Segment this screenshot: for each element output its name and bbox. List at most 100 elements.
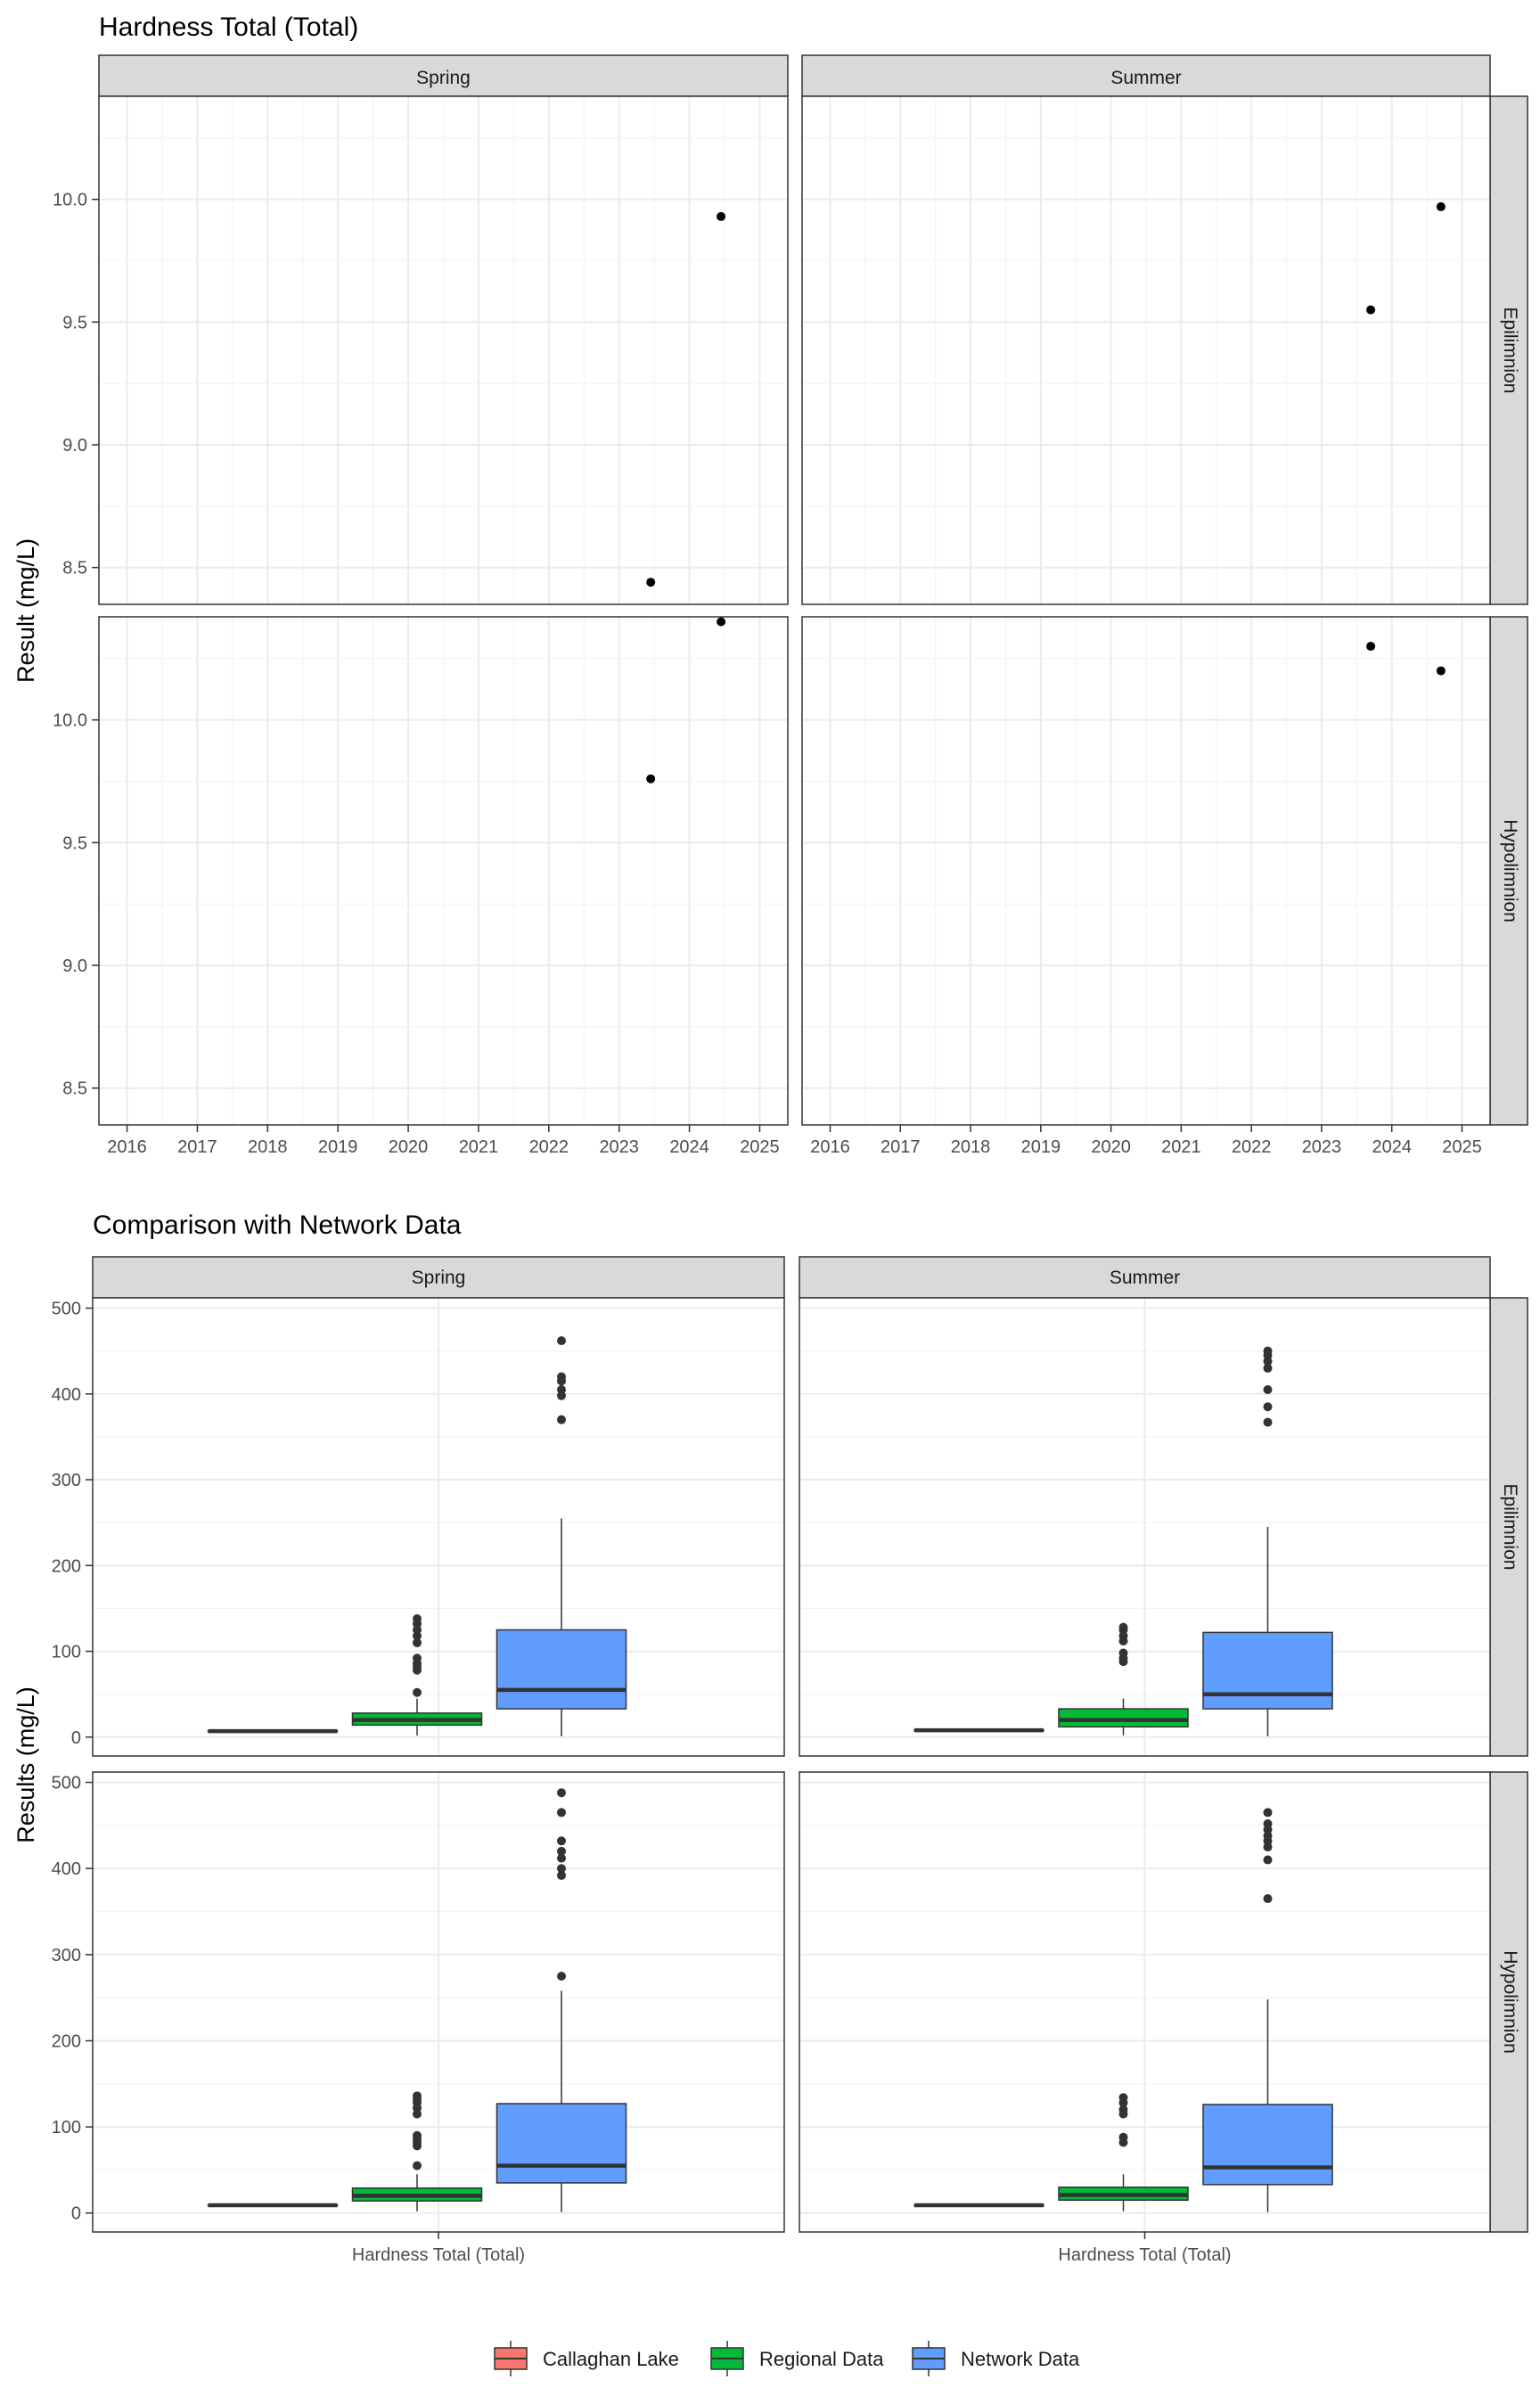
data-point — [1436, 201, 1446, 211]
panel-border — [98, 616, 789, 1126]
panel-border — [801, 95, 1491, 605]
chart1-panel — [98, 616, 789, 1126]
x-tick-label: 2018 — [248, 1137, 288, 1157]
box-network-data — [496, 1336, 627, 1736]
outlier-point — [413, 1637, 422, 1647]
x-tick-label: 2018 — [951, 1137, 991, 1157]
x-tick-label: Hardness Total (Total) — [1058, 2245, 1231, 2265]
chart2-panel — [799, 1297, 1491, 1757]
data-point — [1366, 305, 1376, 315]
outlier-point — [557, 1864, 566, 1874]
box-body — [1202, 1631, 1333, 1710]
legend-label: Regional Data — [759, 2348, 884, 2370]
chart1-panel — [801, 95, 1491, 605]
outlier-point — [1263, 1894, 1273, 1904]
chart1-strip-label: Hypolimnion — [1500, 819, 1520, 923]
y-tick-label: 300 — [52, 1946, 81, 1965]
outlier-point — [413, 2161, 422, 2170]
outlier-point — [557, 1788, 566, 1798]
x-tick-label: 2016 — [107, 1137, 147, 1157]
y-tick-label: 8.5 — [62, 559, 87, 578]
legend: Callaghan Lake Regional Data Network Data — [494, 2341, 1080, 2376]
box-callaghan-lake — [913, 2203, 1044, 2208]
box-regional-data — [1058, 2093, 1189, 2211]
panel-border — [799, 1297, 1491, 1757]
panel-border — [801, 616, 1491, 1126]
y-tick-label: 0 — [71, 1728, 81, 1748]
x-tick-label: 2017 — [177, 1137, 217, 1157]
outlier-point — [413, 2091, 422, 2101]
outlier-point — [1263, 1346, 1273, 1356]
y-tick-label: 8.5 — [62, 1079, 87, 1099]
legend-item: Callaghan Lake — [494, 2341, 679, 2376]
y-tick-label: 500 — [52, 1300, 81, 1319]
x-tick-label: 2019 — [318, 1137, 358, 1157]
box-regional-data — [351, 2091, 483, 2211]
box-body — [1058, 1708, 1189, 1728]
outlier-point — [1263, 1402, 1273, 1412]
box-network-data — [1202, 1346, 1333, 1736]
box-callaghan-lake — [913, 1727, 1044, 1733]
outlier-point — [1118, 2093, 1128, 2103]
outlier-point — [1263, 1417, 1273, 1427]
data-point — [646, 578, 656, 587]
chart1-strip-label: Spring — [416, 68, 471, 88]
y-tick-label: 300 — [52, 1471, 81, 1490]
y-tick-label: 100 — [52, 1643, 81, 1662]
panel-border — [92, 1297, 785, 1757]
outlier-point — [557, 1372, 566, 1382]
x-tick-label: 2016 — [810, 1137, 850, 1157]
box-callaghan-lake — [207, 1728, 339, 1734]
chart2-panel — [799, 1771, 1491, 2233]
x-tick-label: 2021 — [459, 1137, 499, 1157]
chart1-title: Hardness Total (Total) — [99, 12, 358, 42]
box-body — [1202, 2104, 1333, 2186]
y-tick-label: 9.0 — [62, 436, 87, 455]
x-tick-label: 2025 — [1442, 1137, 1482, 1157]
x-tick-label: 2022 — [1232, 1137, 1272, 1157]
chart1-strip-label: Summer — [1110, 68, 1181, 88]
outlier-point — [1263, 1818, 1273, 1828]
panel-border — [98, 95, 789, 605]
chart2-panel — [92, 1297, 785, 1757]
outlier-point — [1263, 1363, 1273, 1373]
chart1-strip-label: Epilimnion — [1500, 308, 1520, 394]
legend-item: Regional Data — [710, 2341, 884, 2376]
y-tick-label: 10.0 — [53, 711, 87, 731]
box-body — [496, 1629, 627, 1710]
chart1-strip-hypolimnion — [1489, 616, 1528, 1126]
x-tick-label: Hardness Total (Total) — [352, 2245, 525, 2265]
outlier-point — [1118, 2105, 1128, 2114]
y-tick-label: 400 — [52, 1385, 81, 1405]
outlier-point — [1263, 1855, 1273, 1865]
outlier-point — [557, 1972, 566, 1982]
y-tick-label: 400 — [52, 1859, 81, 1879]
chart2-strip-label: Summer — [1110, 1268, 1180, 1288]
y-tick-label: 9.5 — [62, 833, 87, 853]
chart2-ylabel: Results (mg/L) — [12, 1686, 39, 1843]
outlier-point — [1118, 1648, 1128, 1658]
y-tick-label: 200 — [52, 2031, 81, 2051]
outlier-point — [557, 1384, 566, 1394]
outlier-point — [557, 1853, 566, 1863]
x-tick-label: 2017 — [881, 1137, 921, 1157]
chart2-strip-label: Hypolimnion — [1500, 1950, 1520, 2054]
chart2-strip-label: Spring — [412, 1268, 466, 1288]
chart1-strip-spring — [98, 54, 789, 97]
chart1-ylabel: Result (mg/L) — [12, 538, 39, 683]
outlier-point — [1263, 1808, 1273, 1818]
chart1-panel — [98, 95, 789, 605]
chart1-panel — [801, 616, 1491, 1126]
y-tick-label: 0 — [71, 2204, 81, 2224]
x-tick-label: 2023 — [599, 1137, 639, 1157]
data-point — [717, 617, 726, 627]
y-tick-label: 9.0 — [62, 956, 87, 976]
outlier-point — [557, 1336, 566, 1346]
data-point — [646, 774, 656, 784]
legend-label: Callaghan Lake — [543, 2348, 679, 2370]
y-tick-label: 10.0 — [53, 191, 87, 210]
box-regional-data — [1058, 1622, 1189, 1735]
outlier-point — [413, 1613, 422, 1623]
outlier-point — [413, 1653, 422, 1663]
